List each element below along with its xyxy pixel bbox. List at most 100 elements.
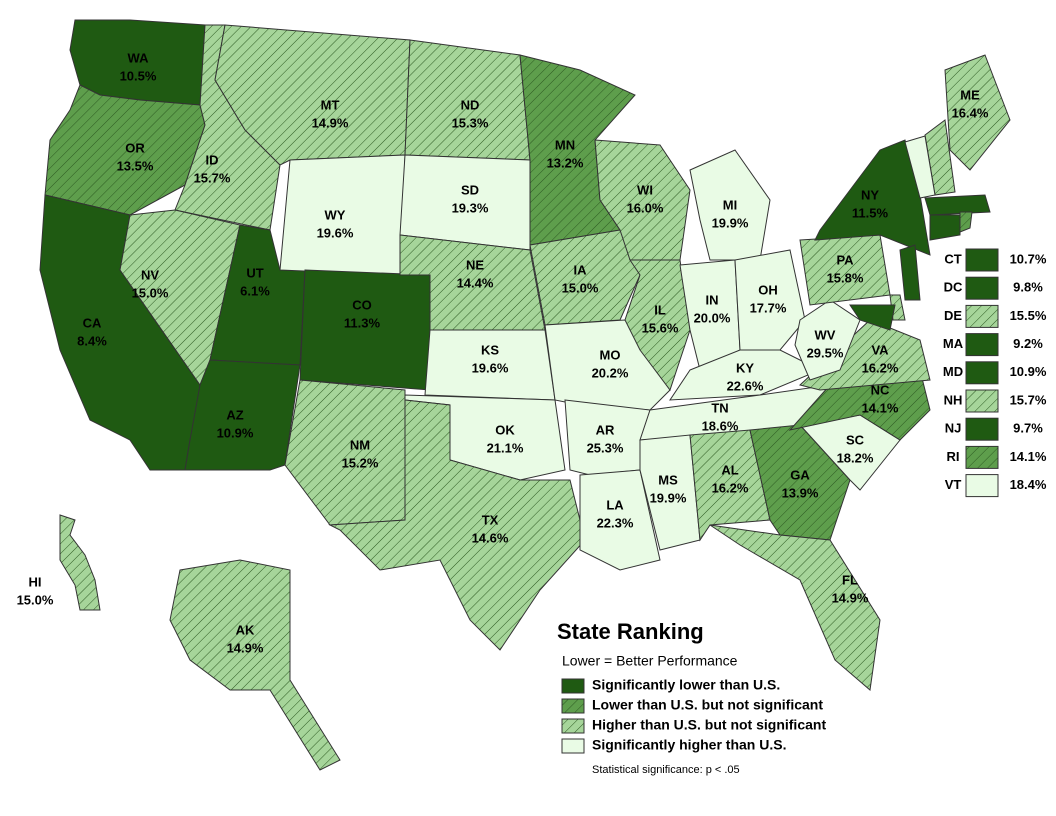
inset-value: 9.2% [1013, 336, 1043, 351]
state-abbr: WI [637, 182, 653, 197]
state-value: 21.1% [487, 440, 524, 455]
state-abbr: SC [846, 432, 865, 447]
states [39, 19, 1011, 771]
state-value: 19.3% [452, 200, 489, 215]
state-shape [564, 399, 651, 476]
state-value: 29.5% [807, 345, 844, 360]
state-value: 11.5% [852, 205, 889, 220]
state-abbr: WY [325, 207, 346, 222]
state-abbr: MI [723, 197, 737, 212]
state-value: 20.2% [592, 365, 629, 380]
state-abbr: WA [128, 50, 150, 65]
state-shape [924, 194, 991, 216]
state-shape [579, 469, 661, 571]
state-value: 8.4% [77, 333, 107, 348]
state-shape [929, 214, 961, 241]
state-abbr: AZ [226, 407, 243, 422]
state-abbr: NV [141, 267, 159, 282]
state-value: 14.1% [862, 400, 899, 415]
state-value: 19.9% [712, 215, 749, 230]
inset-swatch [965, 389, 999, 413]
state-shape [814, 139, 931, 256]
state-value: 16.0% [627, 200, 664, 215]
inset-abbr: VT [945, 477, 962, 492]
legend-subtitle: Lower = Better Performance [562, 653, 738, 669]
state-abbr: TX [482, 512, 499, 527]
state-abbr: IA [574, 262, 588, 277]
inset-abbr: MD [943, 364, 963, 379]
legend-label: Significantly higher than U.S. [592, 737, 786, 753]
state-abbr: VA [871, 342, 889, 357]
state-value: 15.0% [562, 280, 599, 295]
state-value: 17.7% [750, 300, 787, 315]
state-shape [328, 399, 586, 651]
inset-swatch [965, 445, 999, 469]
legend-label: Significantly lower than U.S. [592, 677, 780, 693]
inset-abbr: NJ [945, 421, 962, 436]
state-abbr: IL [654, 302, 666, 317]
inset-value: 15.5% [1010, 308, 1047, 323]
legend-title: State Ranking [557, 619, 704, 644]
state-value: 14.9% [227, 640, 264, 655]
state-shape [59, 514, 101, 611]
inset-swatch [965, 248, 999, 272]
state-shape [849, 304, 896, 331]
inset-swatch [965, 333, 999, 357]
inset-abbr: DC [944, 280, 963, 295]
inset-value: 9.7% [1013, 421, 1043, 436]
inset-abbr: DE [944, 308, 962, 323]
state-abbr: GA [790, 467, 810, 482]
state-abbr: ME [960, 87, 980, 102]
state-abbr: MT [321, 97, 340, 112]
inset-swatch [965, 304, 999, 328]
inset-swatch [965, 276, 999, 300]
legend-swatch [561, 738, 585, 754]
state-abbr: NM [350, 437, 370, 452]
state-value: 15.8% [827, 270, 864, 285]
legend-note: Statistical significance: p < .05 [592, 764, 740, 776]
state-shape [639, 434, 701, 551]
state-abbr: FL [842, 572, 858, 587]
state-value: 15.2% [342, 455, 379, 470]
state-abbr: OH [758, 282, 778, 297]
state-value: 15.0% [17, 592, 54, 607]
state-abbr: PA [836, 252, 854, 267]
state-abbr: MO [600, 347, 621, 362]
state-value: 11.3% [344, 315, 381, 330]
state-shape [899, 244, 921, 301]
state-shape [689, 429, 771, 542]
state-value: 15.0% [132, 285, 169, 300]
state-value: 22.6% [727, 378, 764, 393]
inset-value: 15.7% [1010, 392, 1047, 407]
legend-label: Lower than U.S. but not significant [592, 697, 823, 713]
state-value: 16.2% [862, 360, 899, 375]
state-value: 16.2% [712, 480, 749, 495]
state-value: 14.9% [832, 590, 869, 605]
state-value: 16.4% [952, 105, 989, 120]
legend-swatch [561, 678, 585, 694]
state-value: 25.3% [587, 440, 624, 455]
state-shape [184, 359, 301, 471]
inset-swatch [965, 417, 999, 441]
inset-value: 10.9% [1010, 364, 1047, 379]
state-shape [529, 229, 641, 326]
state-abbr: KY [736, 360, 754, 375]
inset-swatch [965, 361, 999, 385]
state-value: 13.2% [547, 155, 584, 170]
state-abbr: AL [721, 462, 738, 477]
state-value: 10.9% [217, 425, 254, 440]
state-abbr: NC [871, 382, 890, 397]
state-value: 10.5% [120, 68, 157, 83]
state-value: 14.9% [312, 115, 349, 130]
state-abbr: KS [481, 342, 499, 357]
state-abbr: OR [125, 140, 145, 155]
state-abbr: CA [83, 315, 102, 330]
state-abbr: NE [466, 257, 484, 272]
state-value: 14.6% [472, 530, 509, 545]
state-value: 19.6% [472, 360, 509, 375]
state-abbr: CO [352, 297, 372, 312]
state-value: 13.5% [117, 158, 154, 173]
inset-abbr: CT [944, 251, 961, 266]
state-value: 18.6% [702, 418, 739, 433]
